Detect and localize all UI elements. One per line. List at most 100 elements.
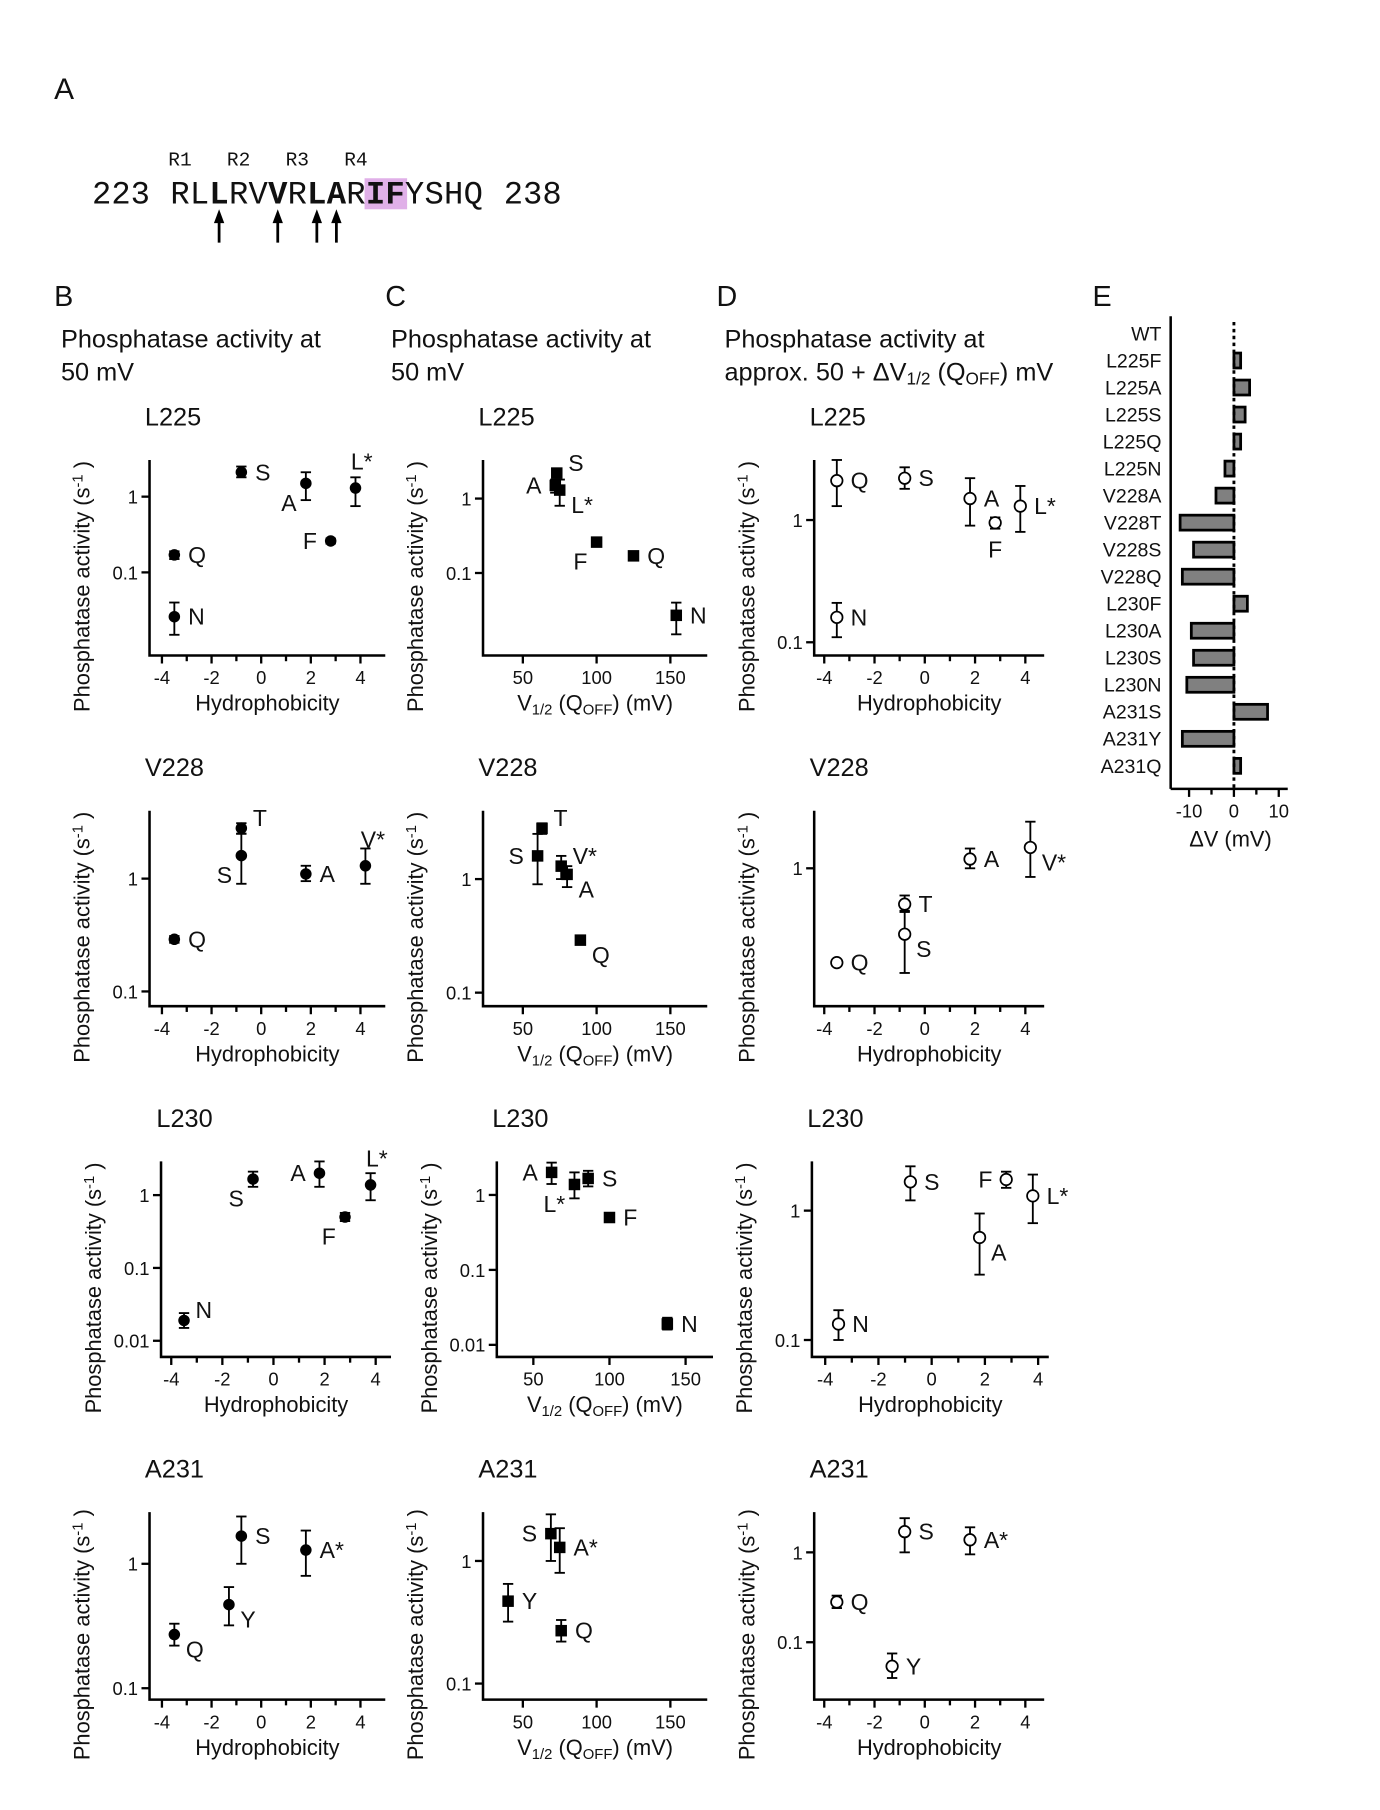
x-tick-label: -4 [154, 667, 170, 688]
y-axis-label: Phosphatase activity (s-1 ) [81, 1162, 106, 1413]
marker-circle [235, 849, 248, 862]
arrow-head-icon [311, 209, 323, 224]
axes [148, 459, 386, 657]
scatter-panel-b-l230: L230 -4 -2 0 2 4 1 0.1 0.01 Hydrophobicity Phospha… [81, 1105, 392, 1417]
point-label: A* [984, 1527, 1008, 1553]
marker-open-circle [898, 927, 912, 941]
marker-square [590, 536, 603, 548]
point-label: S [916, 936, 931, 962]
residue: H [444, 177, 463, 214]
category-label: L225A [1105, 377, 1161, 399]
data-point: A* [553, 1527, 598, 1574]
marker-circle [300, 477, 312, 490]
residue: R [346, 177, 365, 214]
repeat-label: R3 [286, 150, 309, 172]
text-part: -1 [404, 825, 420, 838]
text-part: (Q [930, 359, 965, 387]
x-tick-label: 4 [355, 1711, 365, 1732]
point-label: S [255, 1523, 270, 1549]
marker-square [670, 609, 683, 622]
x-tick-label: -2 [866, 1018, 882, 1039]
point-label: Q [592, 942, 610, 968]
x-tick-label: 0 [256, 1018, 266, 1039]
y-axis-label: Phosphatase activity (s-1 ) [70, 461, 95, 712]
marker-square [553, 1541, 566, 1554]
text-part: ) [403, 812, 428, 825]
axes [148, 810, 386, 1008]
text-part: approx. 50 + ΔV [724, 359, 906, 387]
data-point: T [235, 805, 267, 835]
data-point: F [303, 528, 337, 554]
text-part: V [517, 1041, 532, 1066]
text-part: ) (mV) [612, 1041, 673, 1066]
x-tick-label: -2 [203, 1711, 219, 1732]
residue: L [307, 177, 326, 214]
text-part: ) [734, 812, 759, 825]
data-point: N [830, 601, 868, 639]
data-point: A [281, 471, 312, 516]
marker-square [627, 550, 640, 562]
point-label: A* [574, 1534, 598, 1560]
scatter-panel-b-l225: L225 -4 -2 0 2 4 1 0.1 Hydrophobicity Phosphatase… [70, 403, 386, 716]
text-part: ) [70, 1509, 95, 1522]
panel-title: L225 [478, 403, 534, 431]
text-part: -1 [71, 474, 87, 487]
residue: L [209, 177, 228, 214]
marker-open-circle [903, 1175, 917, 1189]
point-label: S [508, 843, 523, 869]
x-tick-label: 2 [970, 667, 980, 688]
point-label: N [851, 604, 868, 630]
text-part: OFF [593, 1404, 623, 1420]
data-point: S [228, 1170, 259, 1212]
panel-letter-b: B [54, 281, 73, 313]
marker-circle [235, 1530, 248, 1542]
panel-letter-e: E [1092, 281, 1111, 313]
sequence-start-number: 223 [92, 177, 150, 214]
residue: Q [464, 177, 483, 214]
x-tick-label: 4 [355, 1018, 365, 1039]
x-axis-label: V1/2 (QOFF) (mV) [517, 691, 673, 719]
text-part: OFF [583, 702, 613, 718]
point-label: L* [351, 449, 373, 475]
text-part: Phosphatase activity (s [70, 838, 95, 1063]
column-c-title-line1: Phosphatase activity at [391, 325, 651, 353]
point-label: L* [544, 1191, 566, 1217]
marker-open-circle [1023, 840, 1037, 855]
axes [810, 1161, 1049, 1359]
point-label: Q [188, 542, 206, 568]
text-part: (Q [552, 1041, 582, 1066]
marker-open-circle [898, 897, 912, 911]
text-part: 1/2 [532, 1053, 553, 1069]
text-part: ) [81, 1162, 106, 1175]
y-axis-label: Phosphatase activity (s-1 ) [734, 1509, 759, 1760]
x-tick-label: -10 [1176, 801, 1203, 822]
point-label: A [984, 486, 1000, 512]
text-part: OFF [583, 1053, 613, 1069]
data-point: S [898, 465, 934, 491]
y-tick-label: 0.1 [446, 983, 472, 1004]
marker-square [561, 868, 573, 881]
data-point: Y [223, 1586, 256, 1633]
axes [159, 1161, 392, 1359]
x-tick-label: 100 [594, 1369, 625, 1390]
point-label: A [281, 490, 297, 516]
category-label: L230N [1104, 675, 1162, 697]
scatter-panel-b-a231: A231 -4 -2 0 2 4 1 0.1 Hydrophobicity Phosphatase… [70, 1456, 386, 1760]
bar-panel-e: WT L225F L225A L225S L225Q L225N V228A V228T V22… [1101, 316, 1289, 851]
category-label: V228S [1103, 540, 1162, 562]
marker-square [502, 1595, 514, 1607]
panel-title: L230 [807, 1105, 863, 1133]
marker-square [555, 860, 567, 872]
point-label: A* [320, 1537, 344, 1563]
marker-open-circle [963, 491, 977, 506]
sequence-end-number: 238 [504, 177, 562, 214]
text-part: Hydrophobicity [195, 691, 339, 716]
panel-title: V228 [478, 754, 537, 782]
x-tick-label: 0 [256, 667, 266, 688]
text-part: -1 [418, 1176, 434, 1189]
point-label: Y [522, 1588, 537, 1614]
y-tick-label: 1 [128, 1554, 138, 1575]
bar [1232, 351, 1243, 370]
x-axis-label: Hydrophobicity [857, 691, 1001, 716]
